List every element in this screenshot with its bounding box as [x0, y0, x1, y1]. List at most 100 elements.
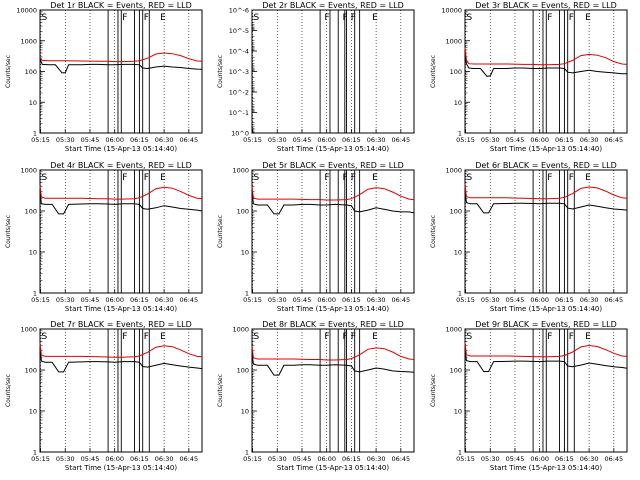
- marker-label: S: [467, 13, 473, 23]
- x-tick-label: 05:15: [243, 136, 262, 144]
- plot-frame: [251, 9, 415, 134]
- x-tick-label: 05:45: [506, 455, 525, 463]
- marker-label: F: [324, 332, 329, 342]
- x-tick-label: 06:45: [179, 136, 198, 144]
- y-tick-label: 10^-3: [229, 68, 249, 76]
- panel-title: Det 6r BLACK = Events, RED = LLD: [475, 161, 617, 170]
- y-tick-label: 10: [29, 408, 37, 416]
- x-tick-label: 06:00: [105, 296, 124, 304]
- marker-label: F: [343, 13, 348, 23]
- panel-det-5: Det 5r BLACK = Events, RED = LLD Counts/s…: [217, 161, 415, 313]
- x-tick-label: 05:45: [293, 296, 312, 304]
- panel-det-3: Det 3r BLACK = Events, RED = LLD Counts/s…: [430, 1, 628, 153]
- y-tick-label: 1: [458, 290, 462, 298]
- x-tick-label: 06:30: [580, 455, 599, 463]
- y-axis-label: Counts/sec: [5, 374, 12, 407]
- x-tick-label: 05:15: [31, 455, 50, 463]
- x-axis-label: Start Time (15-Apr-13 05:14:40): [490, 464, 602, 472]
- y-tick-label: 10: [454, 249, 462, 257]
- x-tick-label: 06:15: [555, 455, 574, 463]
- y-axis-label: Counts/sec: [5, 55, 12, 88]
- x-tick-label: 06:30: [155, 296, 174, 304]
- y-tick-label: 100: [25, 208, 37, 216]
- x-tick-label: 06:30: [580, 296, 599, 304]
- x-tick-label: 05:45: [81, 455, 100, 463]
- marker-label: F: [144, 173, 149, 183]
- marker-label: F: [343, 173, 348, 183]
- x-tick-label: 06:45: [604, 296, 623, 304]
- x-axis-label: Start Time (15-Apr-13 05:14:40): [277, 305, 389, 313]
- x-tick-label: 06:00: [105, 455, 124, 463]
- y-tick-label: 10000: [441, 7, 462, 15]
- x-tick-label: 06:30: [367, 296, 386, 304]
- x-tick-label: 06:00: [317, 136, 336, 144]
- y-tick-label: 10: [454, 408, 462, 416]
- series-lld: [39, 185, 203, 200]
- marker-label: F: [351, 13, 356, 23]
- y-tick-label: 1: [33, 290, 37, 298]
- y-axis-label: Counts/sec: [217, 55, 224, 88]
- marker-label: F: [569, 13, 574, 23]
- y-tick-label: 10: [241, 249, 249, 257]
- series-lld: [464, 47, 628, 66]
- x-tick-label: 05:15: [243, 455, 262, 463]
- marker-label: F: [343, 332, 348, 342]
- y-tick-label: 1: [33, 130, 37, 138]
- y-tick-label: 100: [237, 208, 249, 216]
- x-tick-label: 06:30: [580, 136, 599, 144]
- y-tick-label: 100: [450, 208, 462, 216]
- panel-det-6: Det 6r BLACK = Events, RED = LLD Counts/s…: [430, 161, 628, 313]
- marker-label: F: [144, 332, 149, 342]
- x-axis-label: Start Time (15-Apr-13 05:14:40): [490, 145, 602, 153]
- series-events: [39, 58, 203, 74]
- marker-label: E: [160, 173, 166, 183]
- y-tick-label: 10^-1: [229, 109, 249, 117]
- x-axis-label: Start Time (15-Apr-13 05:14:40): [65, 464, 177, 472]
- panel-det-9: Det 9r BLACK = Events, RED = LLD Counts/s…: [430, 320, 628, 472]
- marker-label: F: [569, 332, 574, 342]
- marker-label: S: [42, 332, 48, 342]
- series-events: [464, 190, 628, 214]
- x-tick-label: 06:15: [555, 136, 574, 144]
- series-events: [39, 191, 203, 215]
- y-tick-label: 1: [458, 449, 462, 457]
- x-tick-label: 06:00: [530, 296, 549, 304]
- x-axis-label: Start Time (15-Apr-13 05:14:40): [277, 145, 389, 153]
- panel-title: Det 7r BLACK = Events, RED = LLD: [50, 320, 192, 329]
- series-lld: [464, 184, 628, 200]
- marker-label: S: [254, 13, 260, 23]
- y-tick-label: 1: [33, 449, 37, 457]
- y-tick-label: 1000: [20, 167, 37, 175]
- x-tick-label: 05:45: [506, 296, 525, 304]
- marker-label: E: [585, 173, 591, 183]
- x-tick-label: 06:45: [391, 455, 410, 463]
- series-events: [251, 351, 415, 376]
- y-tick-label: 1000: [232, 326, 249, 334]
- y-axis-label: Counts/sec: [217, 374, 224, 407]
- panel-det-8: Det 8r BLACK = Events, RED = LLD Counts/s…: [217, 320, 415, 472]
- x-tick-label: 05:45: [293, 136, 312, 144]
- series-lld: [39, 52, 203, 63]
- marker-label: S: [254, 173, 260, 183]
- x-tick-label: 06:45: [391, 136, 410, 144]
- y-tick-label: 1000: [445, 326, 462, 334]
- x-tick-label: 05:15: [243, 296, 262, 304]
- x-tick-label: 05:15: [456, 136, 475, 144]
- series-lld: [251, 346, 415, 361]
- plot-frame: [251, 328, 415, 453]
- y-tick-label: 10: [29, 249, 37, 257]
- y-tick-label: 10: [241, 408, 249, 416]
- x-tick-label: 06:30: [155, 136, 174, 144]
- x-tick-label: 06:15: [342, 296, 361, 304]
- x-axis-label: Start Time (15-Apr-13 05:14:40): [65, 305, 177, 313]
- x-tick-label: 06:45: [604, 136, 623, 144]
- x-tick-label: 06:30: [155, 455, 174, 463]
- y-axis-label: Counts/sec: [5, 215, 12, 248]
- panel-title: Det 9r BLACK = Events, RED = LLD: [475, 320, 617, 329]
- y-tick-label: 10: [29, 99, 37, 107]
- x-tick-label: 05:30: [56, 136, 75, 144]
- series-lld: [39, 343, 203, 358]
- x-tick-label: 05:30: [481, 296, 500, 304]
- x-tick-label: 06:00: [317, 455, 336, 463]
- y-axis-label: Counts/sec: [430, 55, 437, 88]
